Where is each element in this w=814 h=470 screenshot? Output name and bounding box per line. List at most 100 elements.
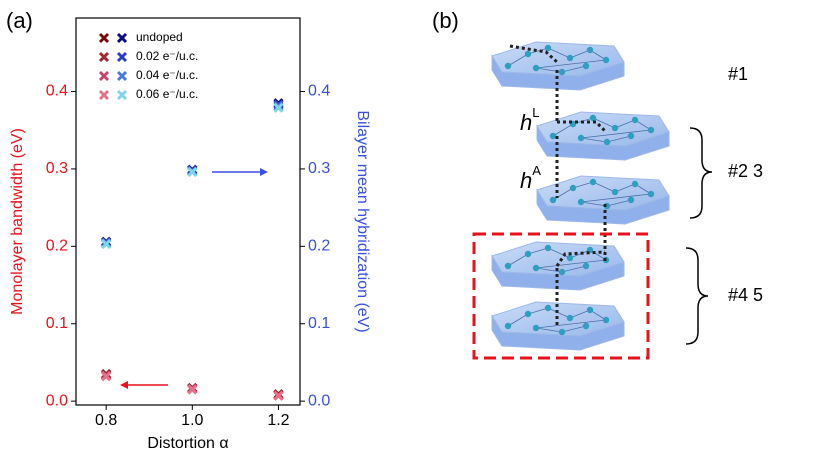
atom: [647, 190, 655, 198]
point: [273, 390, 284, 401]
atom: [627, 132, 635, 140]
atom: [544, 244, 552, 252]
atom: [577, 198, 585, 206]
y-tick-label: 0.2: [46, 238, 68, 255]
atom: [569, 184, 577, 192]
point: [101, 238, 112, 250]
legend-label: 0.02 e⁻/u.c.: [136, 49, 198, 63]
atom: [566, 54, 574, 62]
bond: [569, 49, 591, 59]
panel-label: (b): [432, 8, 459, 33]
atom: [504, 322, 512, 330]
hopping-label: hA: [520, 163, 541, 192]
y2-tick-label: 0.0: [308, 392, 330, 409]
bond: [580, 129, 652, 139]
atom: [647, 126, 655, 134]
legend-label: undoped: [136, 30, 183, 44]
bond: [561, 325, 587, 333]
bond: [507, 53, 529, 67]
highlight-box: [472, 232, 650, 360]
atom: [524, 250, 532, 258]
bond: [527, 47, 549, 55]
legend-marker: [98, 70, 110, 82]
bond: [580, 201, 608, 207]
y2-tick-label: 0.1: [308, 315, 330, 332]
atom: [582, 322, 590, 330]
atom: [577, 134, 585, 142]
bond: [527, 247, 549, 255]
hopping-path: [555, 250, 606, 267]
bond: [606, 199, 632, 207]
hopping-path: [509, 44, 559, 64]
legend-marker: [116, 70, 128, 82]
legend-label: 0.04 e⁻/u.c.: [136, 68, 198, 82]
atom: [544, 44, 552, 52]
atom: [558, 328, 566, 336]
legend-marker: [116, 32, 128, 44]
bond: [535, 259, 607, 269]
plot-frame: [75, 17, 301, 406]
atom: [582, 262, 590, 270]
legend-marker: [98, 89, 110, 101]
atom: [544, 304, 552, 312]
atom: [602, 316, 610, 324]
atom: [589, 114, 597, 122]
sup: A: [532, 163, 541, 178]
legend-label: 0.06 e⁻/u.c.: [136, 87, 198, 101]
bond: [614, 119, 636, 129]
legend-marker: [116, 89, 128, 101]
legend-marker: [98, 51, 110, 63]
legend-marker: [98, 32, 110, 44]
bond: [527, 307, 549, 315]
y2-tick-label: 0.4: [308, 83, 330, 100]
atom: [524, 310, 532, 318]
arrow-head: [120, 381, 128, 389]
atom: [586, 306, 594, 314]
atom: [586, 46, 594, 54]
atom: [566, 254, 574, 262]
bond: [569, 249, 591, 259]
group-label: #4 5: [728, 285, 763, 305]
atom: [558, 268, 566, 276]
atom: [603, 138, 611, 146]
bond: [507, 313, 529, 327]
y2-axis-label: Bilayer mean hybridization (eV): [354, 110, 371, 332]
sup: L: [532, 105, 539, 120]
atom: [524, 50, 532, 58]
y-axis-label: Monolayer bandwidth (eV): [9, 128, 26, 315]
bond: [580, 137, 608, 143]
y-tick-label: 0.4: [46, 83, 68, 100]
atom: [504, 262, 512, 270]
group-label: #1: [728, 64, 748, 84]
bond: [606, 135, 632, 143]
x-axis-label: Distortion α: [147, 435, 228, 452]
h: h: [520, 168, 532, 193]
point: [273, 102, 284, 113]
atom: [504, 62, 512, 70]
legend-marker: [116, 51, 128, 63]
point: [187, 384, 198, 395]
y2-tick-label: 0.2: [308, 238, 330, 255]
point: [101, 371, 112, 382]
brace: [685, 247, 709, 345]
x-tick-label: 1.0: [181, 412, 203, 429]
bond: [547, 307, 571, 319]
bond: [569, 309, 591, 319]
x-tick-label: 0.8: [95, 412, 117, 429]
bond: [561, 265, 587, 273]
bond: [535, 59, 607, 69]
brace: [689, 127, 713, 219]
atom: [558, 68, 566, 76]
y-tick-label: 0.0: [46, 392, 68, 409]
h: h: [520, 110, 532, 135]
atom: [627, 196, 635, 204]
atom: [549, 132, 557, 140]
bond: [535, 319, 607, 329]
bond: [580, 193, 652, 203]
bond: [592, 117, 616, 129]
group-label: #2 3: [728, 161, 763, 181]
y-tick-label: 0.1: [46, 315, 68, 332]
bond: [552, 123, 574, 137]
bond: [561, 65, 587, 73]
